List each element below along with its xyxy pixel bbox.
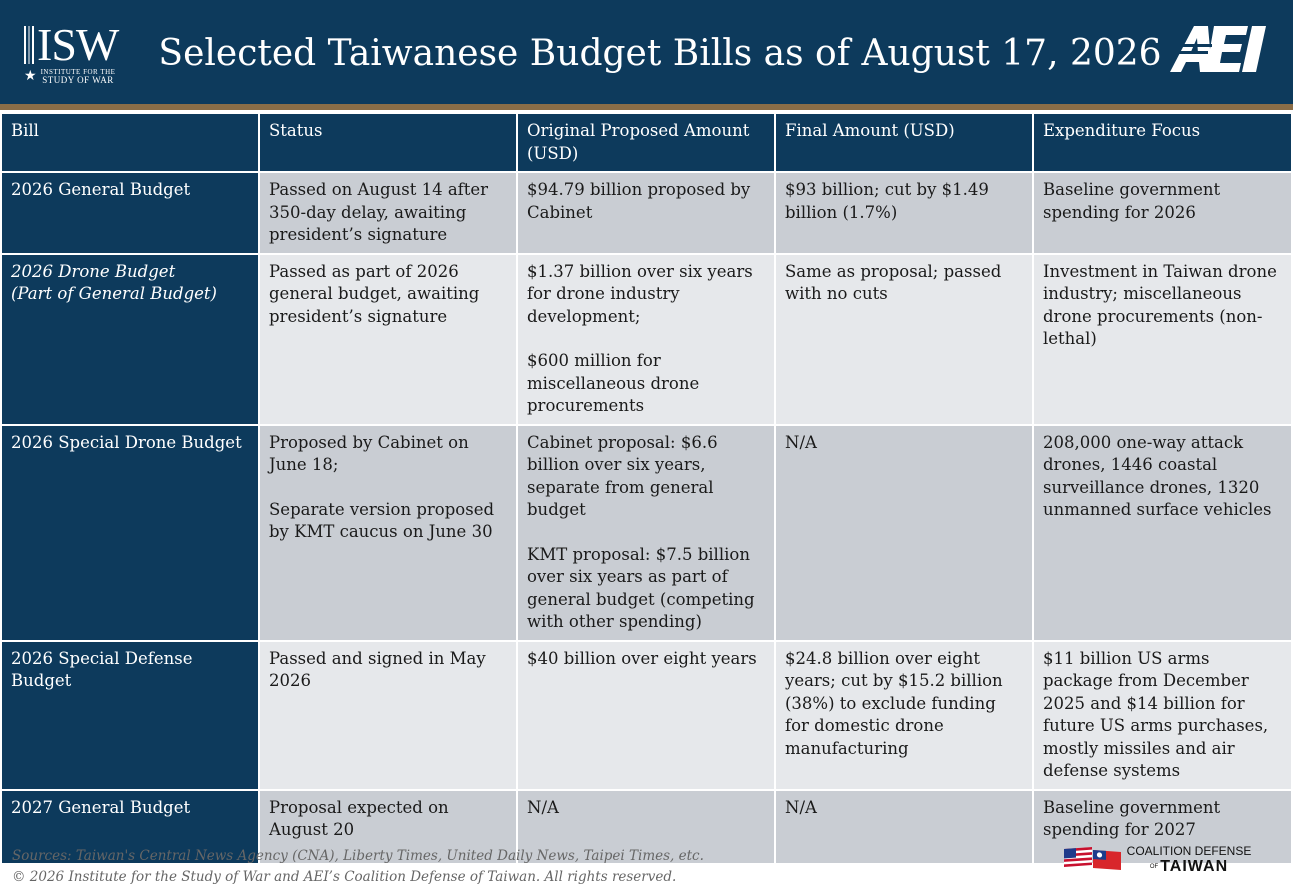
page-title: Selected Taiwanese Budget Bills as of Au…: [158, 33, 1162, 74]
table-row: 2026 General Budget Passed on August 14 …: [0, 171, 1293, 255]
final-amount-cell: N/A: [774, 788, 1034, 865]
final-amount-cell: N/A: [774, 423, 1034, 642]
aei-logo: [1168, 26, 1266, 72]
final-amount-cell: $93 billion; cut by $1.49 billion (1.7%): [774, 171, 1034, 255]
column-header-original-amount: Original Proposed Amount (USD): [516, 112, 776, 173]
budget-table: Bill Status Original Proposed Amount (US…: [0, 112, 1293, 865]
bill-cell: 2026 General Budget: [0, 171, 260, 255]
column-header-expenditure-focus: Expenditure Focus: [1032, 112, 1293, 173]
header-divider: [0, 104, 1293, 110]
bill-cell: 2026 Drone Budget (Part of General Budge…: [0, 252, 260, 426]
bill-cell: 2026 Special Drone Budget: [0, 423, 260, 642]
column-header-final-amount: Final Amount (USD): [774, 112, 1034, 173]
isw-logo-line1: INSTITUTE FOR THE: [40, 68, 116, 76]
table-row: 2026 Special Defense Budget Passed and s…: [0, 639, 1293, 791]
original-amount-cell: $1.37 billion over six years for drone i…: [516, 252, 776, 426]
us-taiwan-flags-icon: [1064, 847, 1121, 870]
isw-pillar-icon: [24, 26, 34, 64]
expenditure-focus-cell: $11 billion US arms package from Decembe…: [1032, 639, 1293, 791]
star-icon: ★: [24, 68, 37, 84]
isw-logo: ISW ★ INSTITUTE FOR THE STUDY OF WAR: [24, 22, 144, 86]
original-amount-cell: N/A: [516, 788, 776, 865]
sources-note: Sources: Taiwan's Central News Agency (C…: [12, 848, 704, 864]
column-header-bill: Bill: [0, 112, 260, 173]
original-amount-cell: $40 billion over eight years: [516, 639, 776, 791]
expenditure-focus-cell: 208,000 one-way attack drones, 1446 coas…: [1032, 423, 1293, 642]
bill-cell: 2026 Special Defense Budget: [0, 639, 260, 791]
footer-notes: Sources: Taiwan's Central News Agency (C…: [12, 846, 912, 888]
status-cell: Passed on August 14 after 350-day delay,…: [258, 171, 518, 255]
cdt-logo-line2: TAIWAN: [1160, 858, 1229, 876]
table-row: 2027 General Budget Proposal expected on…: [0, 788, 1293, 865]
expenditure-focus-cell: Investment in Taiwan drone industry; mis…: [1032, 252, 1293, 426]
original-amount-cell: Cabinet proposal: $6.6 billion over six …: [516, 423, 776, 642]
status-cell: Proposal expected on August 20: [258, 788, 518, 865]
column-header-status: Status: [258, 112, 518, 173]
table-header-row: Bill Status Original Proposed Amount (US…: [0, 112, 1293, 173]
coalition-defense-taiwan-logo: COALITION DEFENSE OF TAIWAN: [1064, 844, 1254, 884]
final-amount-cell: $24.8 billion over eight years; cut by $…: [774, 639, 1034, 791]
cdt-logo-of: OF: [1149, 864, 1159, 870]
table-row: 2026 Drone Budget (Part of General Budge…: [0, 252, 1293, 426]
status-cell: Passed and signed in May 2026: [258, 639, 518, 791]
expenditure-focus-cell: Baseline government spending for 2026: [1032, 171, 1293, 255]
isw-logo-mark: ISW: [37, 19, 119, 70]
bill-cell: 2027 General Budget: [0, 788, 260, 865]
header-banner: ISW ★ INSTITUTE FOR THE STUDY OF WAR Sel…: [0, 0, 1293, 104]
isw-logo-line2: STUDY OF WAR: [42, 75, 114, 85]
status-cell: Proposed by Cabinet on June 18; Separate…: [258, 423, 518, 642]
table-row: 2026 Special Drone Budget Proposed by Ca…: [0, 423, 1293, 642]
final-amount-cell: Same as proposal; passed with no cuts: [774, 252, 1034, 426]
status-cell: Passed as part of 2026 general budget, a…: [258, 252, 518, 426]
cdt-logo-line1: COALITION DEFENSE: [1126, 844, 1252, 858]
original-amount-cell: $94.79 billion proposed by Cabinet: [516, 171, 776, 255]
copyright-note: © 2026 Institute for the Study of War an…: [12, 869, 677, 885]
